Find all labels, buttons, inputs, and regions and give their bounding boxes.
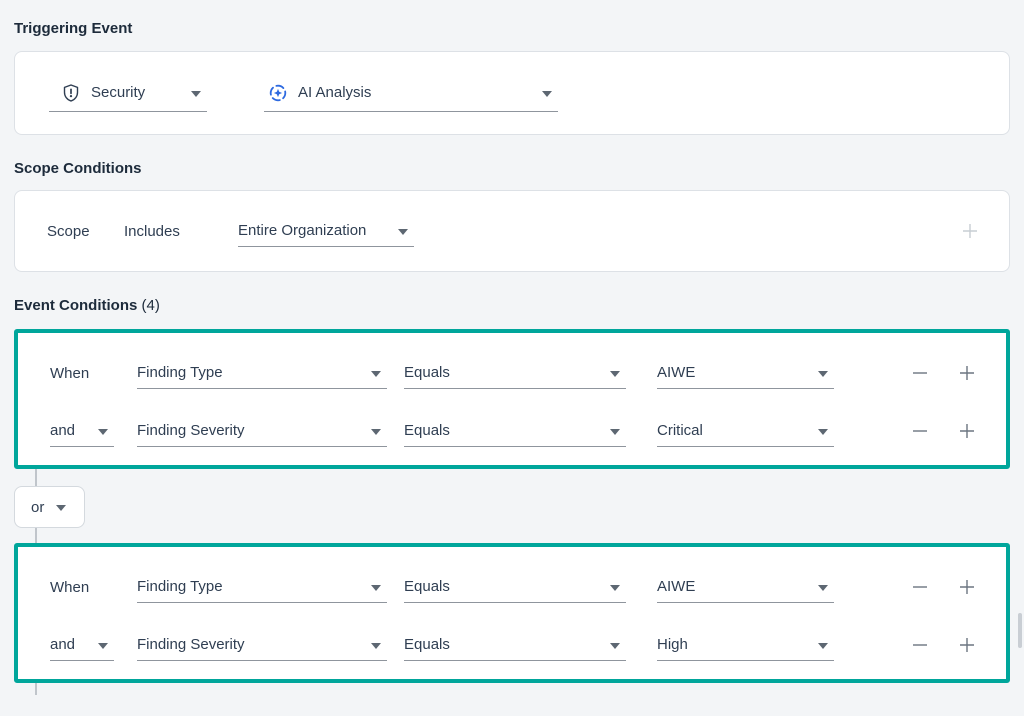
group-joiner-value: or [31, 498, 45, 516]
chevron-down-icon [371, 642, 381, 649]
scope-value-select[interactable]: Entire Organization [238, 215, 414, 247]
chevron-down-icon [398, 228, 408, 235]
vertical-scrollbar[interactable] [1018, 613, 1022, 648]
triggering-event-heading: Triggering Event [14, 20, 133, 37]
scope-add-condition-button[interactable] [961, 222, 979, 240]
group-connector-line [35, 469, 37, 486]
scope-operator-label: Includes [124, 222, 180, 240]
chevron-down-icon [56, 505, 67, 511]
scope-conditions-card: Scope Includes Entire Organization [14, 190, 1010, 272]
remove-condition-button[interactable] [911, 364, 929, 382]
remove-condition-button[interactable] [911, 578, 929, 596]
chevron-down-icon [818, 370, 828, 377]
minus-icon [913, 372, 927, 374]
minus-icon [913, 430, 927, 432]
condition-field-select[interactable]: Finding Type [137, 357, 387, 389]
trigger-type-select[interactable]: AI Analysis [264, 74, 558, 112]
condition-row: When Finding Type Equals AIWE [50, 571, 976, 603]
condition-field-select[interactable]: Finding Type [137, 571, 387, 603]
condition-joiner-select[interactable]: and [50, 415, 114, 447]
scope-label: Scope [47, 222, 90, 240]
chevron-down-icon [610, 642, 620, 649]
condition-value-select[interactable]: AIWE [657, 357, 834, 389]
plus-icon [960, 580, 974, 594]
condition-group-1: When Finding Type Equals AIWE and Findin… [14, 329, 1010, 469]
plus-icon [960, 366, 974, 380]
group-connector-line [35, 683, 37, 695]
condition-value-select[interactable]: Critical [657, 415, 834, 447]
chevron-down-icon [371, 370, 381, 377]
chevron-down-icon [818, 642, 828, 649]
condition-operator-select[interactable]: Equals [404, 571, 626, 603]
chevron-down-icon [818, 584, 828, 591]
condition-operator-select[interactable]: Equals [404, 629, 626, 661]
shield-icon [61, 83, 81, 103]
remove-condition-button[interactable] [911, 422, 929, 440]
condition-value-select[interactable]: AIWE [657, 571, 834, 603]
group-joiner-select[interactable]: or [14, 486, 85, 528]
plus-icon [960, 638, 974, 652]
triggering-event-card: Security AI Analysis [14, 51, 1010, 135]
chevron-down-icon [98, 428, 108, 435]
group-connector-line [35, 528, 37, 543]
event-conditions-heading: Event Conditions (4) [14, 297, 1010, 315]
condition-prefix-label: When [50, 578, 90, 596]
condition-operator-select[interactable]: Equals [404, 357, 626, 389]
condition-row: and Finding Severity Equals Critical [50, 415, 976, 447]
chevron-down-icon [610, 370, 620, 377]
condition-prefix-label: When [50, 364, 90, 382]
plus-icon [960, 424, 974, 438]
remove-condition-button[interactable] [911, 636, 929, 654]
chevron-down-icon [610, 584, 620, 591]
chevron-down-icon [191, 90, 201, 97]
condition-value-select[interactable]: High [657, 629, 834, 661]
trigger-type-value: AI Analysis [298, 84, 372, 101]
event-conditions-count: (4) [141, 297, 160, 314]
plus-icon [963, 224, 977, 238]
add-condition-button[interactable] [958, 578, 976, 596]
event-conditions-title: Event Conditions [14, 297, 138, 314]
condition-row: When Finding Type Equals AIWE [50, 357, 976, 389]
scope-value: Entire Organization [238, 222, 367, 239]
condition-field-select[interactable]: Finding Severity [137, 629, 387, 661]
add-condition-button[interactable] [958, 422, 976, 440]
condition-operator-select[interactable]: Equals [404, 415, 626, 447]
ai-scan-icon [268, 83, 288, 103]
condition-field-select[interactable]: Finding Severity [137, 415, 387, 447]
add-condition-button[interactable] [958, 636, 976, 654]
chevron-down-icon [818, 428, 828, 435]
condition-row: and Finding Severity Equals High [50, 629, 976, 661]
condition-group-2: When Finding Type Equals AIWE and Findin… [14, 543, 1010, 683]
add-condition-button[interactable] [958, 364, 976, 382]
condition-joiner-select[interactable]: and [50, 629, 114, 661]
trigger-category-value: Security [91, 84, 146, 101]
chevron-down-icon [610, 428, 620, 435]
chevron-down-icon [98, 642, 108, 649]
minus-icon [913, 644, 927, 646]
minus-icon [913, 586, 927, 588]
scope-conditions-heading: Scope Conditions [14, 160, 142, 177]
trigger-category-select[interactable]: Security [49, 74, 207, 112]
chevron-down-icon [542, 90, 552, 97]
chevron-down-icon [371, 584, 381, 591]
chevron-down-icon [371, 428, 381, 435]
